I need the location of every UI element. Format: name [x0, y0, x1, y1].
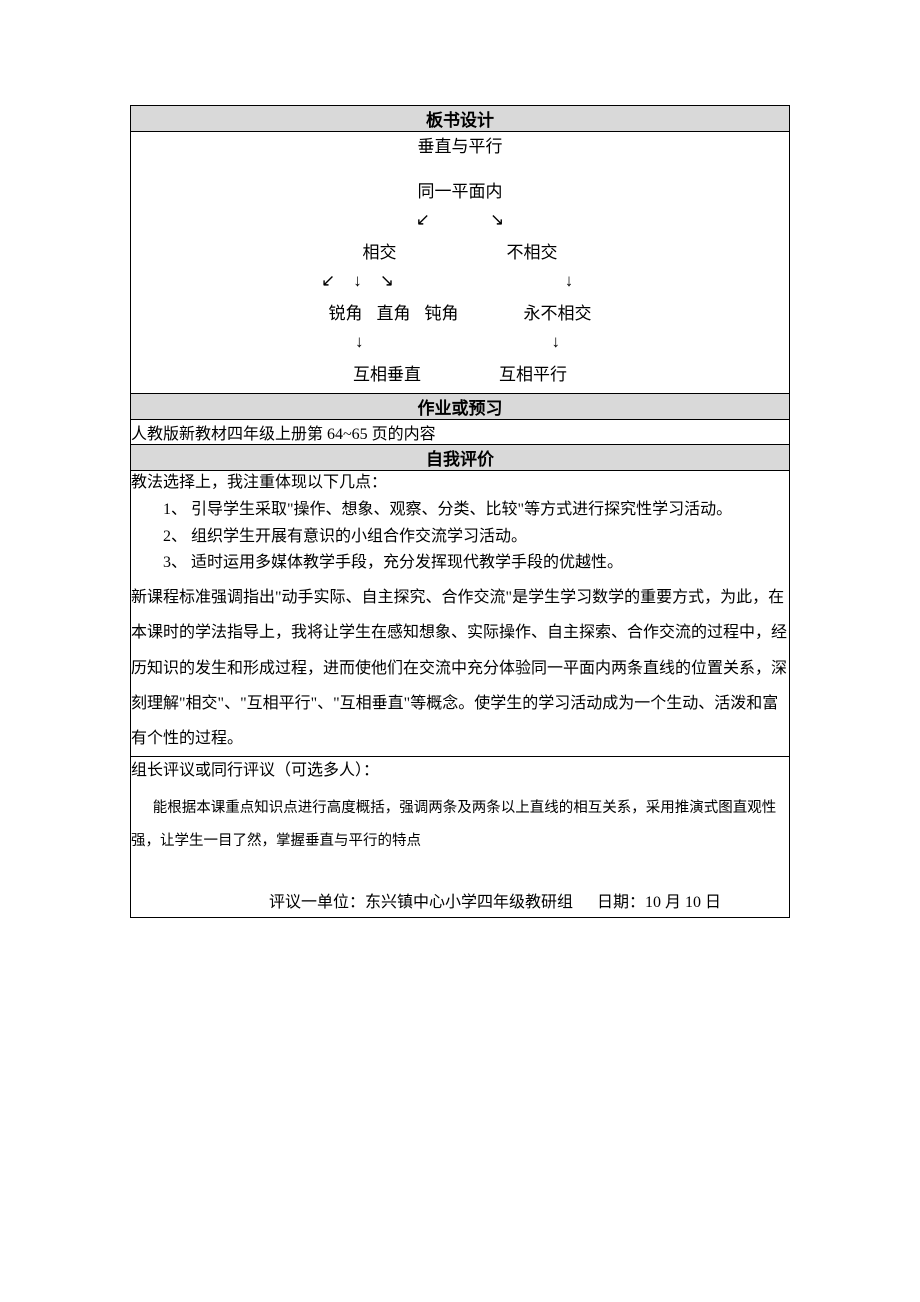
homework-header: 作业或预习 — [131, 394, 790, 420]
homework-content: 人教版新教材四年级上册第 64~65 页的内容 — [131, 420, 790, 445]
node-acute: 锐角 — [329, 299, 363, 324]
arrow-down-icon: ↓ — [355, 332, 364, 352]
peer-eval-title: 组长评议或同行评议（可选多人）： — [131, 757, 789, 786]
peer-eval-body: 能根据本课重点知识点进行高度概括，强调两条及两条以上直线的相互关系，采用推演式图… — [131, 792, 789, 859]
arrow-down-right-icon: ↘ — [490, 210, 504, 230]
node-perpendicular: 互相垂直 — [353, 360, 421, 385]
eval-item-2: 2、 组织学生开展有意识的小组合作交流学习活动。 — [131, 525, 789, 550]
level4-nodes: 互相垂直 互相平行 — [353, 360, 567, 385]
triple-arrow-left: ↙ ↓ ↘ — [321, 271, 394, 291]
diagram-title: 垂直与平行 — [131, 132, 789, 157]
document-table: 板书设计 垂直与平行 同一平面内 ↙ ↘ 相交 不相交 — [130, 105, 790, 918]
diagram-root: 同一平面内 — [418, 177, 503, 202]
level3-nodes: 锐角 直角 钝角 永不相交 — [329, 299, 592, 324]
node-right-angle: 直角 — [377, 299, 411, 324]
arrows-level3: ↓ ↓ — [360, 332, 560, 352]
eval-item-1: 1、 引导学生采取"操作、想象、观察、分类、比较"等方式进行探究性学习活动。 — [131, 498, 789, 523]
arrow-down-icon: ↓ — [539, 271, 599, 291]
self-eval-header: 自我评价 — [131, 445, 790, 471]
board-design-header: 板书设计 — [131, 106, 790, 132]
peer-eval-footer: 评议一单位：东兴镇中心小学四年级教研组 日期：10 月 10 日 — [131, 889, 789, 918]
node-parallel: 互相平行 — [499, 360, 567, 385]
arrow-down-left-icon: ↙ — [321, 271, 335, 291]
peer-eval-content: 组长评议或同行评议（可选多人）： 能根据本课重点知识点进行高度概括，强调两条及两… — [131, 757, 790, 918]
eval-body: 新课程标准强调指出"动手实际、自主探究、合作交流"是学生学习数学的重要方式，为此… — [131, 580, 789, 756]
arrow-down-icon: ↓ — [353, 271, 362, 291]
node-never-intersect: 永不相交 — [524, 299, 592, 324]
node-obtuse: 钝角 — [425, 299, 459, 324]
peer-eval-date: 日期：10 月 10 日 — [597, 894, 721, 911]
arrows-level2: ↙ ↓ ↘ ↓ — [321, 271, 599, 291]
triple-node-angles: 锐角 直角 钝角 — [329, 299, 459, 324]
arrow-down-left-icon: ↙ — [416, 210, 430, 230]
eval-item-3: 3、 适时运用多媒体教学手段，充分发挥现代教学手段的优越性。 — [131, 551, 789, 576]
board-design-diagram: 垂直与平行 同一平面内 ↙ ↘ 相交 不相交 ↙ — [131, 132, 790, 394]
arrow-down-icon: ↓ — [552, 332, 561, 352]
arrow-down-right-icon: ↘ — [380, 271, 394, 291]
self-eval-content: 教法选择上，我注重体现以下几点： 1、 引导学生采取"操作、想象、观察、分类、比… — [131, 471, 790, 757]
node-intersect: 相交 — [363, 238, 397, 263]
node-not-intersect: 不相交 — [507, 238, 558, 263]
level2-nodes: 相交 不相交 — [363, 238, 558, 263]
peer-eval-unit: 评议一单位：东兴镇中心小学四年级教研组 — [269, 894, 573, 911]
eval-intro: 教法选择上，我注重体现以下几点： — [131, 471, 789, 496]
arrows-level1: ↙ ↘ — [416, 210, 505, 230]
